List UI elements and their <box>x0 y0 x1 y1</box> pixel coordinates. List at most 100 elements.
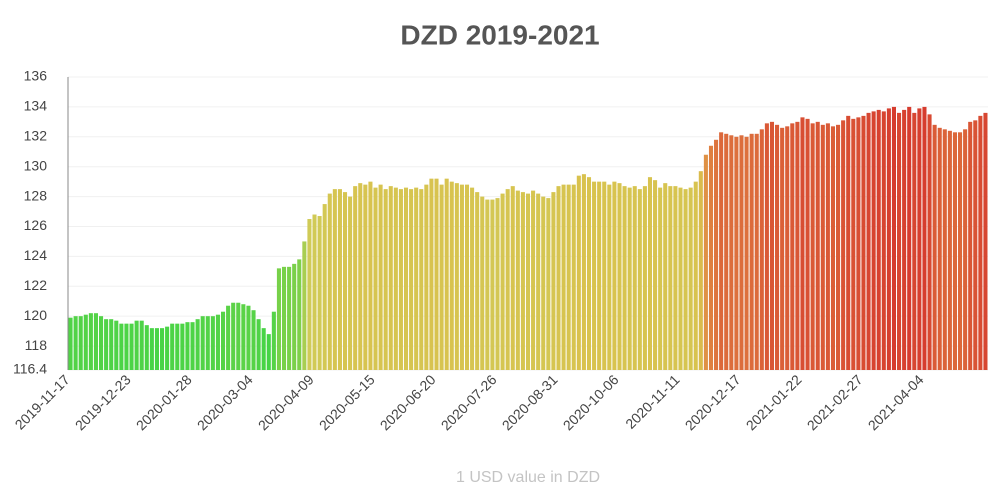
bar <box>714 139 719 370</box>
bar <box>653 180 658 370</box>
bar <box>881 111 886 370</box>
bar <box>647 177 653 370</box>
axes: 116.4 118 120 122 124 126 128 130 132 134 136 2019-… <box>12 68 927 434</box>
bar <box>952 132 957 370</box>
bar <box>688 187 693 370</box>
x-tick-label: 2020-10-06 <box>560 371 622 433</box>
bar <box>104 319 109 370</box>
bar <box>968 121 973 370</box>
x-tick-label: 2020-12-17 <box>682 371 744 433</box>
bar <box>185 322 190 370</box>
bar <box>897 112 902 370</box>
bar <box>922 106 927 371</box>
x-tick-label: 2019-11-17 <box>12 371 73 432</box>
bar <box>307 219 312 370</box>
bar <box>414 187 419 370</box>
bar <box>627 187 632 370</box>
bar <box>109 319 114 370</box>
y-tick-label: 118 <box>25 337 48 353</box>
bar <box>775 124 780 370</box>
bar <box>139 320 144 370</box>
bar <box>403 187 409 370</box>
bar <box>663 183 668 370</box>
bar <box>632 186 637 370</box>
bar <box>464 184 470 370</box>
bar <box>226 305 231 370</box>
bar <box>708 145 714 370</box>
bar <box>220 311 226 370</box>
bar <box>124 323 129 370</box>
bar <box>744 136 749 370</box>
bar <box>165 326 170 370</box>
bar <box>556 186 561 370</box>
bar <box>551 192 556 370</box>
bar <box>348 196 353 370</box>
bar <box>144 325 149 370</box>
bar <box>210 316 215 370</box>
bar <box>622 186 627 370</box>
y-tick-label: 124 <box>24 247 48 263</box>
bar <box>536 193 541 370</box>
x-tick-label: 2020-06-20 <box>377 371 439 433</box>
bar <box>724 133 729 370</box>
bar <box>947 130 952 370</box>
bar <box>373 187 378 370</box>
bar <box>160 328 165 370</box>
bar <box>978 115 983 371</box>
bar <box>825 123 830 371</box>
bar <box>261 328 266 370</box>
bar <box>566 184 571 370</box>
bar <box>119 323 124 370</box>
y-tick-label: 122 <box>24 277 48 293</box>
bar <box>820 124 825 370</box>
bar <box>68 317 73 370</box>
bar <box>937 127 942 370</box>
bar <box>266 334 271 370</box>
bar <box>769 121 775 370</box>
bar <box>576 175 581 370</box>
bar <box>520 192 525 370</box>
bar <box>927 114 932 370</box>
bar <box>419 189 424 370</box>
bar <box>297 259 302 370</box>
bar <box>973 120 978 370</box>
bar <box>963 129 968 370</box>
bar <box>780 127 785 370</box>
bar <box>398 189 403 370</box>
bar <box>312 214 317 370</box>
bar <box>703 154 708 370</box>
bar <box>749 133 754 370</box>
bar <box>581 174 586 370</box>
bar <box>602 181 607 370</box>
bar <box>409 189 414 370</box>
bar <box>866 112 871 370</box>
bar <box>134 320 139 370</box>
bar <box>393 187 398 370</box>
bar <box>693 181 698 370</box>
bar <box>429 178 434 370</box>
bar <box>525 193 531 370</box>
bar <box>200 316 205 370</box>
bar <box>332 189 337 370</box>
bar <box>500 193 505 370</box>
bar <box>617 183 622 370</box>
bar <box>510 186 515 370</box>
bar <box>891 106 896 371</box>
x-tick-label: 2020-08-31 <box>499 371 561 433</box>
bar <box>815 121 820 370</box>
bar <box>439 184 444 370</box>
x-tick-label: 2020-01-28 <box>133 371 195 433</box>
bar <box>612 181 617 370</box>
bar <box>871 111 876 370</box>
x-tick-label: 2020-03-04 <box>194 371 256 433</box>
bar <box>246 305 251 370</box>
bar <box>434 178 439 370</box>
bar <box>383 189 388 370</box>
bar <box>276 268 281 370</box>
bar <box>917 108 922 371</box>
bar <box>876 109 881 370</box>
bar <box>932 124 937 370</box>
x-tick-label: 2019-12-23 <box>72 371 134 433</box>
bar <box>205 316 210 370</box>
bar <box>195 319 200 370</box>
